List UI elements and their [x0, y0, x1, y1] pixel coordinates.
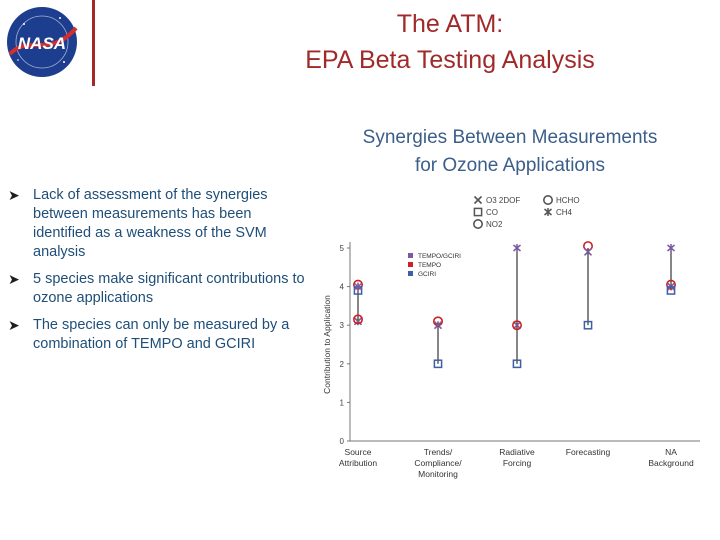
bullet-item: ➤ Lack of assessment of the synergies be… — [8, 186, 313, 262]
title-line-1: The ATM: — [396, 10, 504, 38]
subtitle-line-1: Synergies Between Measurements — [362, 127, 658, 148]
instrument-legend-label: GCIRI — [418, 271, 436, 278]
bullet-text: Lack of assessment of the synergies betw… — [33, 187, 268, 260]
instrument-legend-swatch — [408, 271, 413, 276]
species-legend-label: HCHO — [556, 196, 580, 205]
instrument-legend-swatch — [408, 262, 413, 267]
x-category-label: Forecasting — [566, 447, 611, 457]
species-legend-marker — [473, 218, 484, 229]
data-point — [666, 286, 676, 295]
instrument-legend-label: TEMPO/GCIRI — [418, 253, 461, 260]
data-point — [352, 314, 363, 325]
bullet-item: ➤ 5 species make significant contributio… — [8, 270, 313, 308]
data-point — [667, 244, 675, 252]
species-legend-marker — [473, 195, 483, 205]
data-point — [513, 244, 521, 252]
y-tick-label: 4 — [340, 283, 345, 292]
species-legend-label: CH4 — [556, 208, 573, 217]
data-point — [512, 359, 522, 369]
x-category-label: Monitoring — [418, 469, 458, 479]
y-tick-label: 3 — [340, 321, 345, 330]
y-tick-label: 1 — [340, 398, 345, 407]
bullet-text: The species can only be measured by a co… — [33, 317, 290, 352]
species-legend-marker — [544, 208, 552, 216]
y-tick-label: 0 — [340, 437, 345, 446]
data-point — [583, 247, 593, 256]
data-point — [433, 321, 443, 330]
x-category-label: NA — [665, 447, 677, 457]
arrow-bullet-icon: ➤ — [8, 271, 20, 287]
y-axis-label: Contribution to Application — [322, 295, 332, 394]
x-category-label: Source — [345, 447, 372, 457]
data-point — [433, 359, 443, 369]
bullet-list: ➤ Lack of assessment of the synergies be… — [8, 186, 313, 362]
data-point — [512, 320, 523, 331]
bullet-item: ➤ The species can only be measured by a … — [8, 316, 313, 354]
data-point — [665, 279, 676, 290]
arrow-bullet-icon: ➤ — [8, 187, 20, 203]
arrow-bullet-icon: ➤ — [8, 317, 20, 333]
logo-text: NASA — [18, 34, 66, 53]
x-category-label: Forcing — [503, 458, 532, 468]
subtitle-line-2: for Ozone Applications — [414, 155, 606, 176]
data-point — [582, 241, 593, 252]
species-legend-marker — [543, 195, 554, 205]
nasa-logo: NASA — [7, 7, 78, 77]
section-subtitle: Synergies Between Measurements for Ozone… — [300, 124, 720, 180]
page-title: The ATM: EPA Beta Testing Analysis — [190, 6, 710, 78]
data-point — [354, 282, 362, 291]
species-legend-label: NO2 — [486, 220, 503, 229]
x-category-label: Attribution — [339, 458, 378, 468]
species-legend-label: O3 2DOF — [486, 196, 520, 205]
x-category-label: Trends/ — [424, 447, 453, 457]
bullet-text: 5 species make significant contributions… — [33, 271, 305, 306]
header-divider — [92, 0, 95, 86]
x-category-label: Compliance/ — [414, 458, 462, 468]
instrument-legend-swatch — [408, 253, 413, 258]
title-line-2: EPA Beta Testing Analysis — [305, 46, 595, 74]
y-tick-label: 2 — [340, 360, 345, 369]
species-legend-marker — [473, 207, 483, 217]
species-legend-label: CO — [486, 208, 498, 217]
data-point — [583, 320, 593, 330]
synergy-chart: 0 1 2 3 4 5 Contribution to Application SourceA… — [322, 195, 700, 479]
y-tick-label: 5 — [340, 244, 345, 253]
instrument-legend-label: TEMPO — [418, 262, 441, 269]
x-category-label: Background — [648, 458, 694, 468]
x-category-label: Radiative — [499, 447, 535, 457]
data-point — [512, 321, 522, 330]
